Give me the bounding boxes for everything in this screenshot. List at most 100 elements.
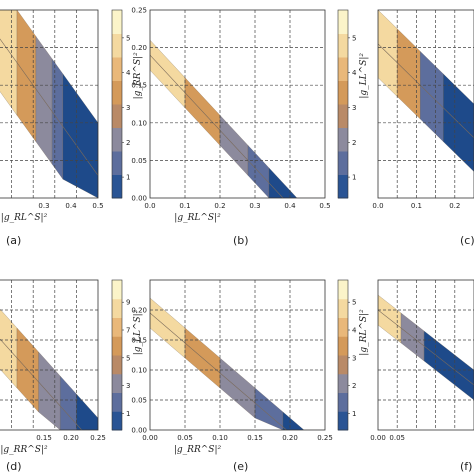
x-tick-label: 0.4 <box>65 202 77 210</box>
band-segment <box>282 411 325 430</box>
band-segment <box>0 308 18 389</box>
band-segment <box>268 167 325 198</box>
colorbar-label: |g_RR^S|² <box>133 52 143 100</box>
colorbar-tick-label: 3 <box>352 354 356 362</box>
colorbar-segment <box>112 80 122 105</box>
band-segment <box>76 393 98 430</box>
colorbar-segment <box>112 411 122 431</box>
y-tick-label: 0.05 <box>131 157 147 165</box>
colorbar-segment <box>112 104 122 128</box>
plot-frame <box>0 279 99 431</box>
colorbar-segment <box>112 33 122 58</box>
band-segment <box>0 10 18 116</box>
panel-c: 0.0 0.1 0.2 (c) <box>372 9 474 247</box>
x-tick-label: 0.20 <box>63 434 79 442</box>
x-axis-label: |g_RL^S|² <box>1 213 48 223</box>
colorbar-frame <box>111 9 123 199</box>
x-tick-label: 0.0 <box>372 202 383 210</box>
colorbar-segment <box>112 127 122 152</box>
panel-label: (e) <box>233 460 248 473</box>
colorbar-segment <box>112 298 122 318</box>
x-tick-label: 0.10 <box>212 434 228 442</box>
colorbar-frame <box>337 279 349 431</box>
colorbar-frame <box>337 9 349 199</box>
colorbar-segment <box>338 298 348 318</box>
colorbar-segment <box>112 373 122 393</box>
colorbar-tick-label: 2 <box>352 139 356 147</box>
colorbar-segment <box>338 355 348 375</box>
colorbar-tick-label: 1 <box>126 410 130 418</box>
plot-frame <box>0 9 99 199</box>
colorbar-segment <box>112 151 122 175</box>
panel-e: 0.00 0.05 0.10 0.15 0.20 0.25 0.00 0.05 0.10 0.15… <box>131 279 369 473</box>
x-tick-label: 0.20 <box>282 434 298 442</box>
plot-area <box>0 10 98 198</box>
x-tick-label: 0.15 <box>247 434 263 442</box>
colorbar-segment <box>338 411 348 431</box>
colorbar-tick-label: 1 <box>352 410 356 418</box>
colorbar-tick-label: 9 <box>126 299 130 307</box>
panel-a: 0.3 0.4 0.5 |g_RL^S|² 1 2 3 4 5 |g_RR^S|² (a) <box>0 9 143 247</box>
x-tick-label: 0.15 <box>36 434 52 442</box>
colorbar-tick-label: 2 <box>352 382 356 390</box>
colorbar-segment <box>112 355 122 375</box>
colorbar-tick-label: 1 <box>352 174 356 182</box>
center-line <box>378 309 474 386</box>
colorbar-segment <box>338 151 348 175</box>
panel-b: 0.0 0.1 0.2 0.3 0.4 0.5 0.00 0.05 0.10 0.15 0.20 0.… <box>131 7 369 248</box>
x-tick-label: 0.1 <box>411 202 422 210</box>
plot-frame <box>149 279 326 431</box>
x-tick-label: 0.0 <box>144 202 155 210</box>
colorbar-segment <box>338 280 348 300</box>
colorbar-label: |g_LL^S|² <box>359 53 369 99</box>
y-tick-label: 0.05 <box>131 397 147 405</box>
plot-frame <box>377 9 474 199</box>
band-segment <box>62 73 98 198</box>
colorbar-segment <box>338 174 348 199</box>
colorbar-label: |g_LL^S|² <box>133 309 143 355</box>
colorbar-tick-label: 4 <box>352 327 357 335</box>
x-axis-label: |g_RR^S|² <box>174 445 222 455</box>
y-tick-label: 0.15 <box>131 337 147 345</box>
colorbar-segment <box>338 373 348 393</box>
x-tick-label: 0.1 <box>179 202 190 210</box>
colorbar-segment <box>112 280 122 300</box>
center-line <box>378 43 474 139</box>
x-tick-label: 0.05 <box>389 434 405 442</box>
y-tick-label: 0.00 <box>131 195 147 203</box>
colorbar-frame <box>111 279 123 431</box>
colorbar-tick-label: 5 <box>126 34 130 42</box>
colorbar-tick-label: 2 <box>126 139 130 147</box>
x-tick-label: 0.2 <box>214 202 225 210</box>
y-tick-label: 0.00 <box>131 427 147 435</box>
x-tick-label: 0.3 <box>38 202 49 210</box>
colorbar-segment <box>338 10 348 34</box>
colorbar-segment <box>338 80 348 105</box>
colorbar-tick-label: 5 <box>352 34 356 42</box>
colorbar-tick-label: 5 <box>126 354 130 362</box>
x-tick-label: 0.25 <box>317 434 333 442</box>
panel-label: (d) <box>6 460 22 473</box>
colorbar-segment <box>112 392 122 412</box>
y-tick-label: 0.10 <box>131 119 147 127</box>
colorbar-tick-label: 3 <box>352 104 356 112</box>
y-tick-label: 0.20 <box>131 307 147 315</box>
colorbar-tick-label: 1 <box>126 174 130 182</box>
band-segment <box>60 375 77 430</box>
y-tick-label: 0.15 <box>131 82 147 90</box>
x-axis-label: |g_RR^S|² <box>0 445 48 455</box>
center-line <box>150 54 284 198</box>
panel-label: (b) <box>233 234 249 247</box>
colorbar-tick-label: 3 <box>126 382 130 390</box>
panel-label: (f) <box>460 460 472 473</box>
colorbar-tick-label: 5 <box>352 299 356 307</box>
band-segment <box>38 351 61 430</box>
plot-frame <box>149 9 326 199</box>
panel-label: (a) <box>6 234 21 247</box>
x-tick-label: 0.5 <box>92 202 103 210</box>
colorbar-segment <box>112 336 122 356</box>
colorbar-segment <box>338 127 348 152</box>
panel-f: 0.00 0.05 (f) <box>370 279 474 473</box>
y-tick-label: 0.10 <box>131 367 147 375</box>
colorbar-tick-label: 3 <box>126 104 130 112</box>
